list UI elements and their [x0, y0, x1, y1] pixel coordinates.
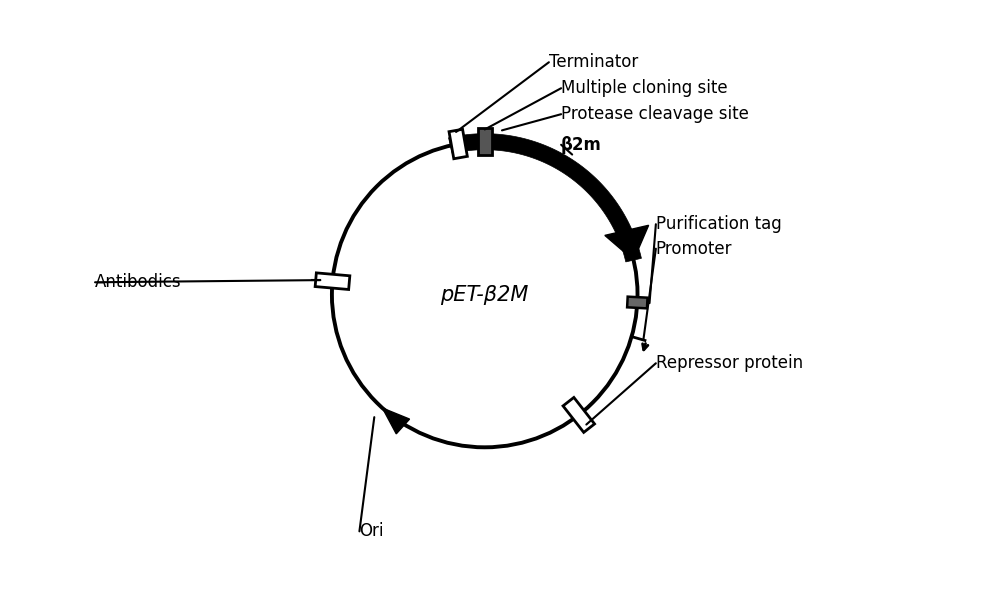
Polygon shape	[627, 297, 648, 309]
Text: Promoter: Promoter	[656, 240, 732, 257]
Polygon shape	[315, 273, 350, 290]
Text: Ori: Ori	[359, 522, 384, 540]
Text: Terminator: Terminator	[549, 53, 638, 71]
Polygon shape	[449, 129, 467, 159]
Text: Antibodics: Antibodics	[95, 273, 182, 292]
Polygon shape	[563, 398, 595, 432]
Polygon shape	[382, 408, 410, 434]
Text: β2m: β2m	[561, 135, 602, 154]
Text: Purification tag: Purification tag	[656, 215, 782, 233]
Text: Repressor protein: Repressor protein	[656, 354, 803, 372]
Text: Multiple cloning site: Multiple cloning site	[561, 79, 728, 97]
Polygon shape	[478, 128, 492, 155]
Text: pET-β2M: pET-β2M	[441, 284, 529, 305]
Polygon shape	[449, 134, 641, 262]
Polygon shape	[605, 226, 649, 260]
Text: Protease cleavage site: Protease cleavage site	[561, 105, 749, 123]
